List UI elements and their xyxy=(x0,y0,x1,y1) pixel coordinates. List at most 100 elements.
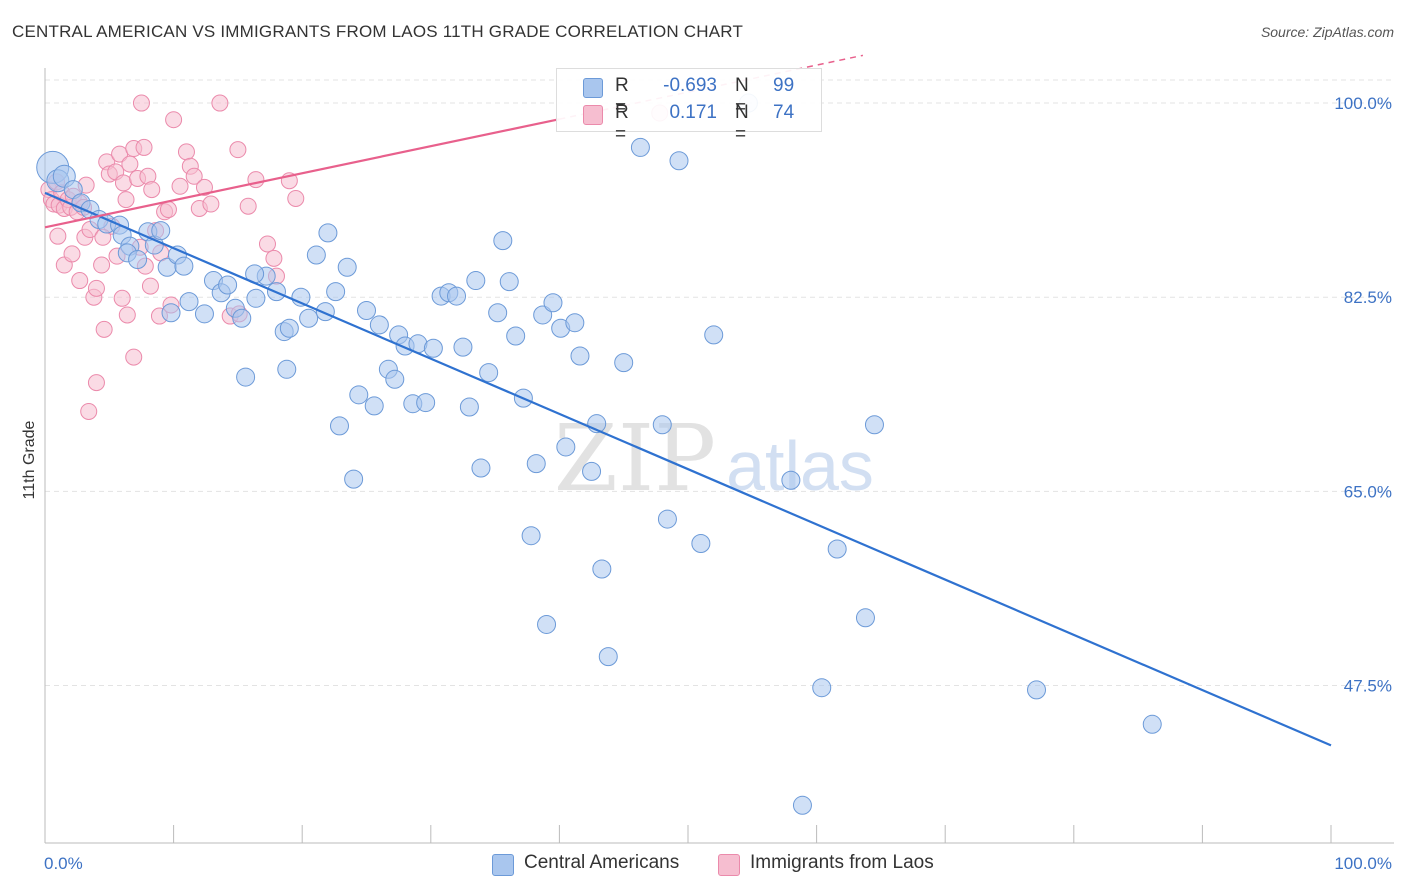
legend-n-value: 99 xyxy=(773,75,795,96)
legend-r-value: 0.171 xyxy=(669,102,717,123)
central-american-point xyxy=(471,458,491,478)
central-american-point xyxy=(466,271,486,291)
central-american-point xyxy=(1142,714,1162,734)
central-american-point xyxy=(652,415,672,435)
central-american-point xyxy=(669,151,689,171)
central-american-point xyxy=(533,305,553,325)
series-legend: Central Americans Immigrants from Laos xyxy=(0,852,1406,878)
legend-n-label: N = xyxy=(735,75,749,118)
central-american-point xyxy=(1027,680,1047,700)
central-american-point xyxy=(630,137,650,157)
central-american-point xyxy=(565,313,585,333)
legend-label: Central Americans xyxy=(524,852,680,873)
central-american-point xyxy=(592,559,612,579)
series-laos-points xyxy=(40,94,669,420)
central-american-point xyxy=(447,286,467,306)
central-american-point xyxy=(349,385,369,405)
stats-legend: R = -0.693 N = 99 R = 0.171 N = 74 xyxy=(556,68,822,145)
central-american-point xyxy=(423,338,443,358)
central-american-point xyxy=(218,275,238,295)
laos-point xyxy=(258,235,276,253)
laos-point xyxy=(125,348,143,366)
central-american-point xyxy=(279,318,299,338)
laos-point xyxy=(202,195,220,213)
laos-point xyxy=(159,201,177,219)
y-tick-label: 82.5% xyxy=(1344,288,1392,307)
laos-point xyxy=(121,155,139,173)
central-american-point xyxy=(499,272,519,292)
legend-swatch-blue xyxy=(492,854,514,876)
central-american-point xyxy=(128,249,148,269)
laos-point xyxy=(143,181,161,199)
legend-swatch-pink xyxy=(583,105,603,125)
central-american-point xyxy=(855,608,875,628)
central-american-point xyxy=(369,315,389,335)
laos-point xyxy=(87,279,105,297)
laos-point xyxy=(95,320,113,338)
central-american-point xyxy=(827,539,847,559)
laos-point xyxy=(177,143,195,161)
laos-point xyxy=(80,402,98,420)
central-american-point xyxy=(526,454,546,474)
laos-point xyxy=(185,167,203,185)
laos-point xyxy=(132,94,150,112)
central-american-point xyxy=(521,526,541,546)
laos-point xyxy=(114,174,132,192)
laos-point xyxy=(93,256,111,274)
central-american-point xyxy=(543,293,563,313)
chart-source: Source: ZipAtlas.com xyxy=(1260,24,1394,40)
central-american-point xyxy=(691,533,711,553)
central-american-point xyxy=(357,301,376,321)
laos-trend-line xyxy=(44,118,560,229)
central-american-point xyxy=(318,223,338,243)
central-american-point xyxy=(556,437,576,457)
laos-point xyxy=(117,191,135,209)
central-american-point xyxy=(174,256,194,276)
chart-title: CENTRAL AMERICAN VS IMMIGRANTS FROM LAOS… xyxy=(12,22,744,41)
central-american-point xyxy=(506,326,526,346)
central-american-point xyxy=(236,367,256,387)
legend-label: Immigrants from Laos xyxy=(750,852,934,873)
watermark-atlas: atlas xyxy=(726,427,874,505)
watermark: ZIP atlas xyxy=(554,405,874,512)
central-american-point xyxy=(306,245,326,265)
central-american-point xyxy=(459,397,479,417)
y-tick-label: 65.0% xyxy=(1344,482,1392,501)
laos-point xyxy=(165,111,183,129)
central-american-point xyxy=(299,308,319,328)
central-american-point xyxy=(329,416,349,436)
legend-swatch-pink xyxy=(718,854,740,876)
central-american-point xyxy=(326,282,346,302)
central-american-point xyxy=(488,303,508,323)
central-american-point xyxy=(781,470,801,490)
central-american-point xyxy=(704,325,724,345)
central-american-point xyxy=(582,461,602,481)
legend-n-value: 74 xyxy=(773,102,795,123)
central-american-point xyxy=(416,393,436,413)
central-american-point xyxy=(537,614,557,634)
central-american-point xyxy=(344,469,364,489)
laos-point xyxy=(113,289,131,307)
legend-r-label: R = xyxy=(615,102,629,145)
x-tick-label: 0.0% xyxy=(44,854,83,873)
x-tick-label: 100.0% xyxy=(1334,854,1392,873)
central-american-point xyxy=(493,231,513,251)
laos-point xyxy=(171,177,189,195)
central-american-point xyxy=(277,359,297,379)
laos-point xyxy=(287,189,305,207)
legend-n-label: N = xyxy=(735,102,749,145)
central-american-point xyxy=(151,221,171,241)
central-american-point xyxy=(614,353,634,373)
laos-point xyxy=(265,249,283,267)
central-american-point xyxy=(598,647,618,667)
central-american-point xyxy=(453,337,473,357)
central-american-point xyxy=(570,346,590,366)
laos-point xyxy=(71,272,89,290)
central-american-point xyxy=(812,678,832,698)
central-american-point xyxy=(161,303,181,323)
central-american-point xyxy=(864,415,884,435)
central-american-point xyxy=(364,396,384,416)
central-american-point xyxy=(179,292,199,312)
laos-point xyxy=(118,306,136,324)
